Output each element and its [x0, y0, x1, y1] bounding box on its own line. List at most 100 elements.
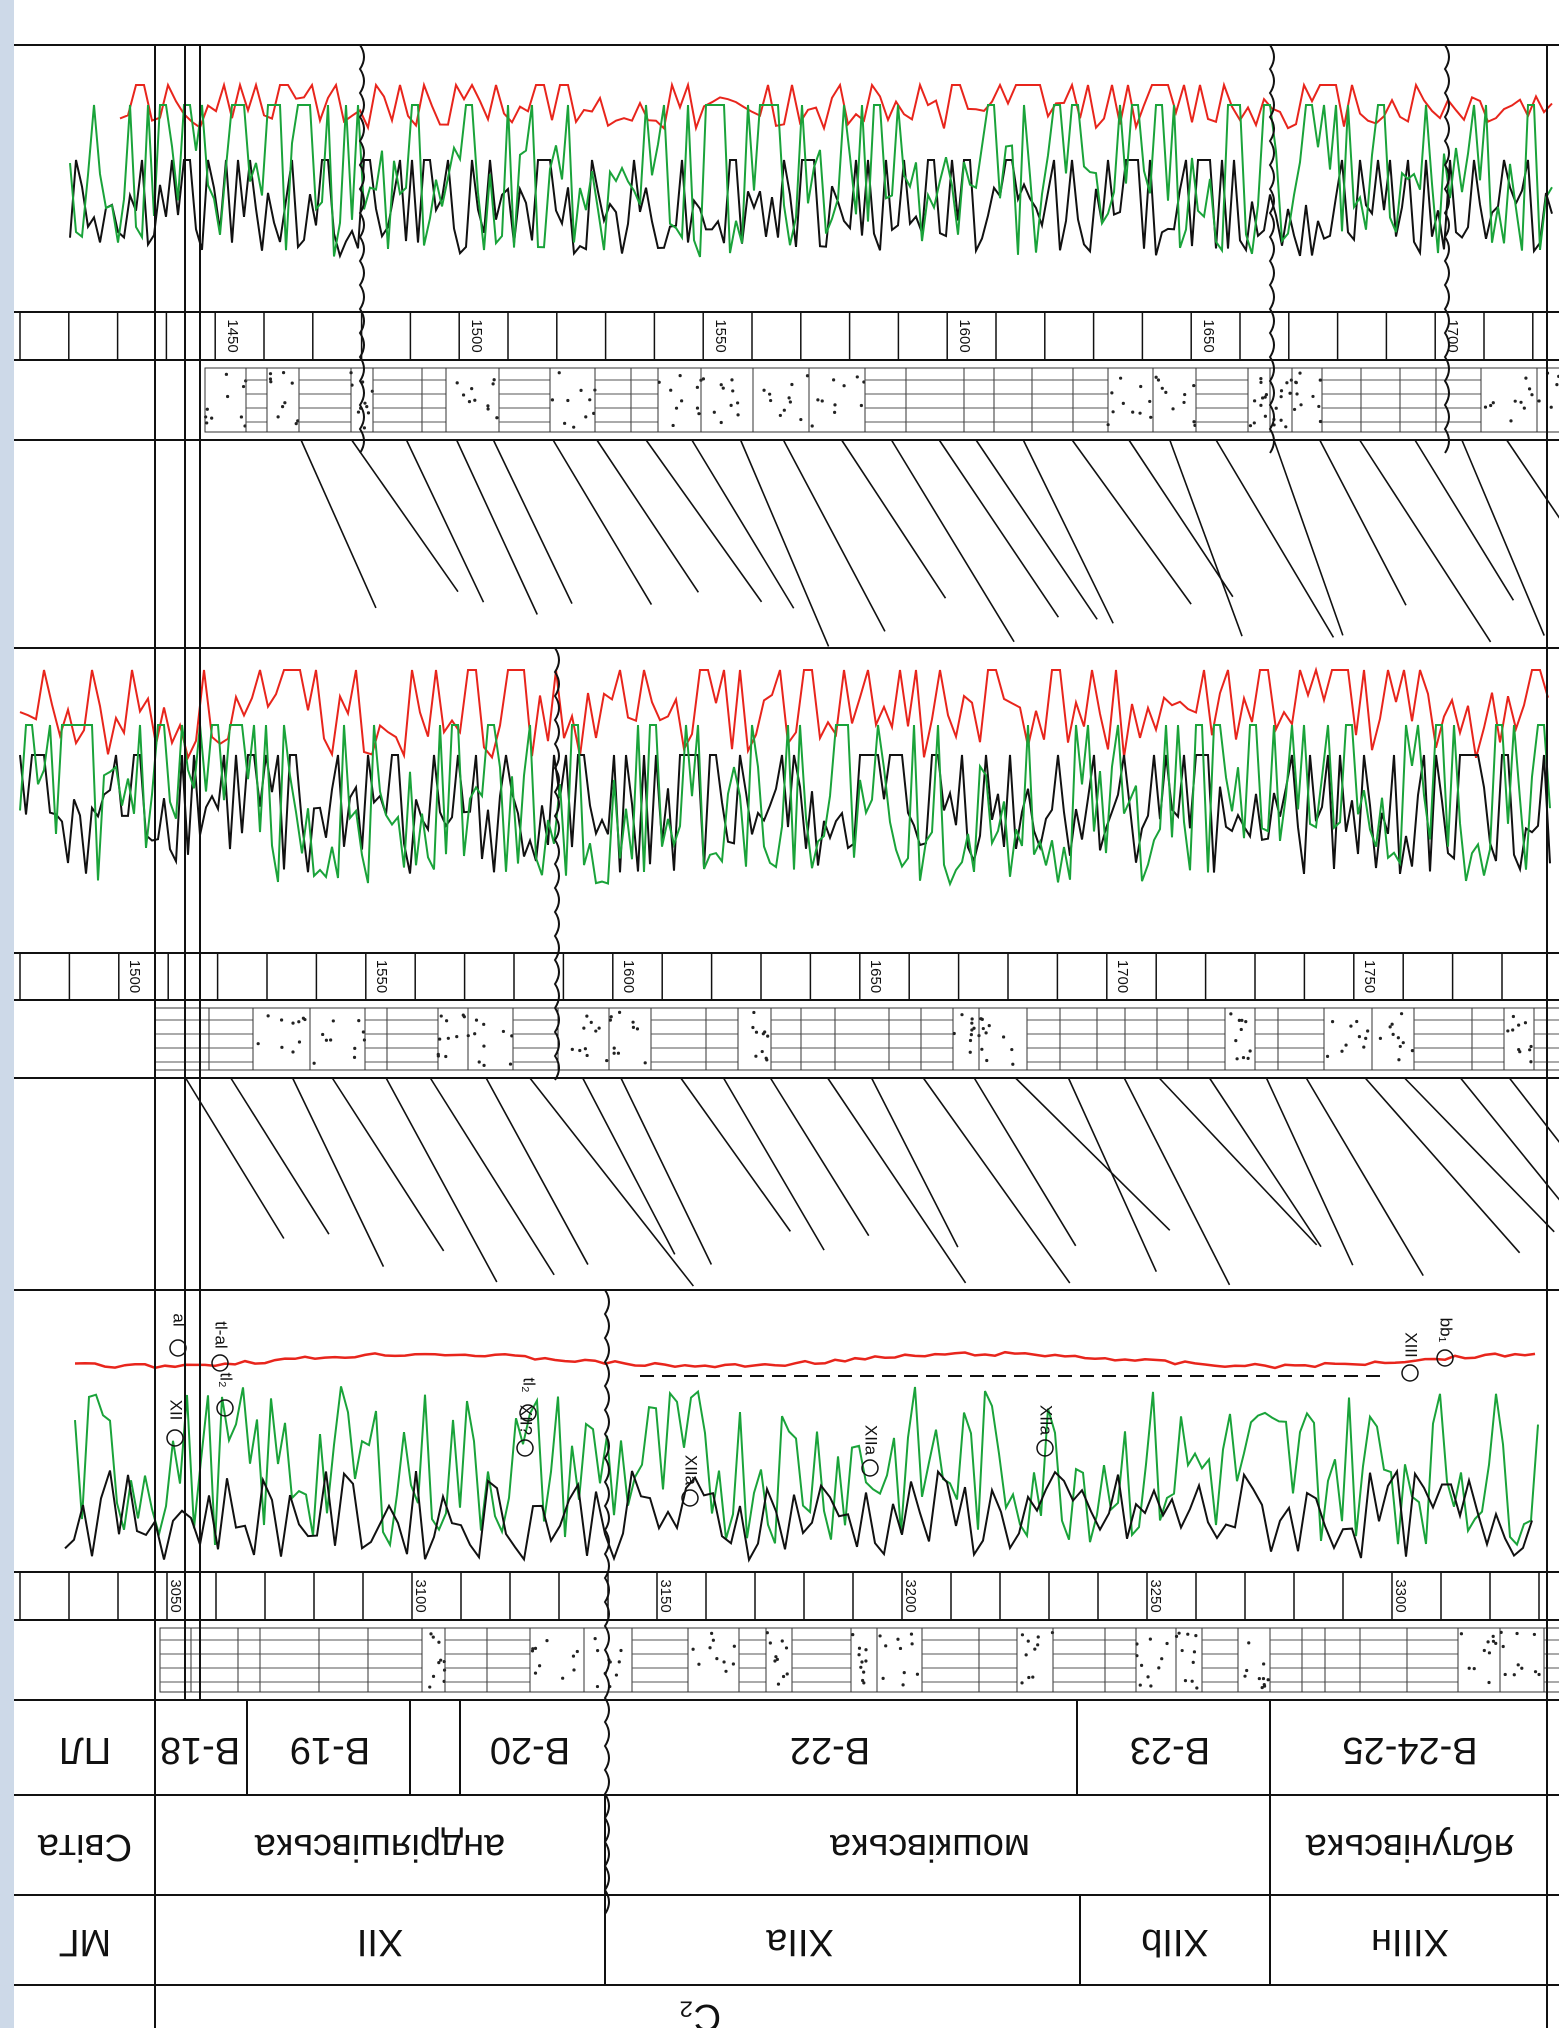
- sand-dot: [864, 1648, 868, 1652]
- depth-tick-label: 3200: [902, 1579, 919, 1612]
- sand-dot: [1160, 386, 1164, 390]
- sand-dot: [1119, 376, 1123, 380]
- sand-dot: [279, 1018, 284, 1022]
- fossil-marker-icon: [516, 1439, 534, 1457]
- correlation-line: [827, 1077, 967, 1284]
- lithology-block: [876, 1627, 923, 1693]
- correlation-line: [1364, 1077, 1521, 1254]
- sand-dot: [736, 401, 740, 405]
- sand-dot: [1318, 378, 1322, 382]
- sand-dot: [1248, 424, 1253, 428]
- sand-dot: [760, 1049, 764, 1054]
- lithology-block: [1224, 1007, 1256, 1071]
- correlation-line: [291, 1077, 385, 1267]
- sand-dot: [280, 1045, 284, 1049]
- sand-dot: [1024, 1653, 1028, 1657]
- sand-dot: [1482, 1648, 1486, 1653]
- sand-dot: [597, 1026, 601, 1030]
- sand-dot: [631, 1020, 635, 1024]
- sand-dot: [470, 387, 474, 391]
- sand-dot: [851, 1632, 855, 1637]
- sand-dot: [241, 384, 246, 389]
- sand-dot: [1511, 1014, 1515, 1019]
- sand-dot: [697, 412, 701, 416]
- sand-dot: [572, 1668, 576, 1672]
- correlation-line: [769, 1077, 870, 1237]
- sand-dot: [782, 408, 786, 412]
- sand-dot: [712, 410, 716, 414]
- sand-dot: [732, 1644, 736, 1648]
- sand-dot: [1515, 1631, 1519, 1636]
- sand-dot: [508, 1062, 513, 1066]
- sand-dot: [1527, 387, 1532, 391]
- sand-dot: [428, 1685, 432, 1689]
- sand-dot: [1247, 1641, 1251, 1645]
- sand-dot: [1487, 1651, 1492, 1655]
- sand-dot: [1260, 1685, 1264, 1690]
- sand-dot: [1131, 410, 1135, 414]
- sand-dot: [486, 404, 490, 408]
- sand-dot: [1235, 1057, 1239, 1061]
- sand-dot: [1491, 401, 1495, 405]
- mg-header: МГ: [59, 1921, 111, 1963]
- sand-dot: [1183, 1679, 1188, 1683]
- marker-label: al: [170, 1313, 189, 1326]
- marker-label: XIIa: [682, 1455, 701, 1486]
- sand-dot: [1366, 1029, 1370, 1033]
- sand-dot: [657, 380, 661, 384]
- depth-tick-label: 3100: [412, 1579, 429, 1612]
- unit-boundary-lines: [154, 44, 1450, 1915]
- sand-dot: [969, 1033, 973, 1037]
- lithology-block: [1413, 1007, 1473, 1071]
- correlation-line: [230, 1077, 330, 1235]
- sand-dot: [572, 425, 576, 429]
- lithology-block: [1254, 1007, 1279, 1071]
- correlation-line: [1305, 1077, 1424, 1277]
- fossil-marker-icon: [1036, 1439, 1054, 1457]
- sand-dot: [1489, 403, 1493, 408]
- sand-dot: [1523, 1021, 1528, 1025]
- sand-dot: [1410, 1049, 1415, 1053]
- pl-band-label: В-18: [160, 1729, 240, 1771]
- sand-dot: [1257, 1676, 1261, 1681]
- sand-dot: [968, 1050, 972, 1054]
- lithology-block: [1026, 1007, 1061, 1071]
- sand-dot: [862, 1681, 866, 1685]
- sand-dot: [1528, 1048, 1532, 1052]
- sand-dot: [210, 416, 214, 420]
- sand-dot: [859, 1665, 863, 1669]
- sand-dot: [1398, 1044, 1402, 1049]
- sand-dot: [768, 392, 772, 396]
- sand-dot: [1192, 1650, 1197, 1654]
- correlation-line: [455, 439, 538, 615]
- sand-dot: [833, 403, 837, 407]
- sand-dot: [1555, 383, 1559, 387]
- sand-dot: [980, 1047, 984, 1051]
- sand-dot: [775, 1657, 779, 1661]
- sand-dot: [1529, 1044, 1533, 1049]
- sand-dot: [363, 401, 367, 405]
- sand-dot: [1522, 406, 1526, 410]
- fossil-marker-icon: [211, 1354, 229, 1372]
- correlation-line: [529, 1077, 695, 1287]
- sand-dot: [1248, 1049, 1252, 1053]
- sand-dot: [1294, 380, 1298, 384]
- stratigraphy-table: ПЛ Світа МГ С₂ В-18 В-19 В-20 В-22 В-23 В-24-25 ан…: [14, 45, 1559, 2033]
- sand-dot: [855, 375, 859, 379]
- sand-dot: [1026, 1639, 1030, 1643]
- correlation-line: [405, 439, 485, 603]
- sand-dot: [329, 1038, 333, 1042]
- sand-dot: [970, 1017, 974, 1021]
- sand-dot: [701, 377, 706, 381]
- sand-dot: [1010, 1047, 1014, 1052]
- sand-dot: [1149, 1684, 1153, 1688]
- lithology-block: [834, 1007, 890, 1071]
- lithology-block: [309, 1007, 366, 1071]
- sand-dot: [297, 1040, 302, 1044]
- sand-dot: [968, 1038, 973, 1043]
- sand-dot: [583, 1047, 587, 1051]
- sand-dot: [909, 1632, 914, 1636]
- svita-band-label: яблунівська: [1305, 1826, 1514, 1868]
- sand-dot: [466, 1034, 470, 1038]
- sand-dot: [752, 1010, 756, 1015]
